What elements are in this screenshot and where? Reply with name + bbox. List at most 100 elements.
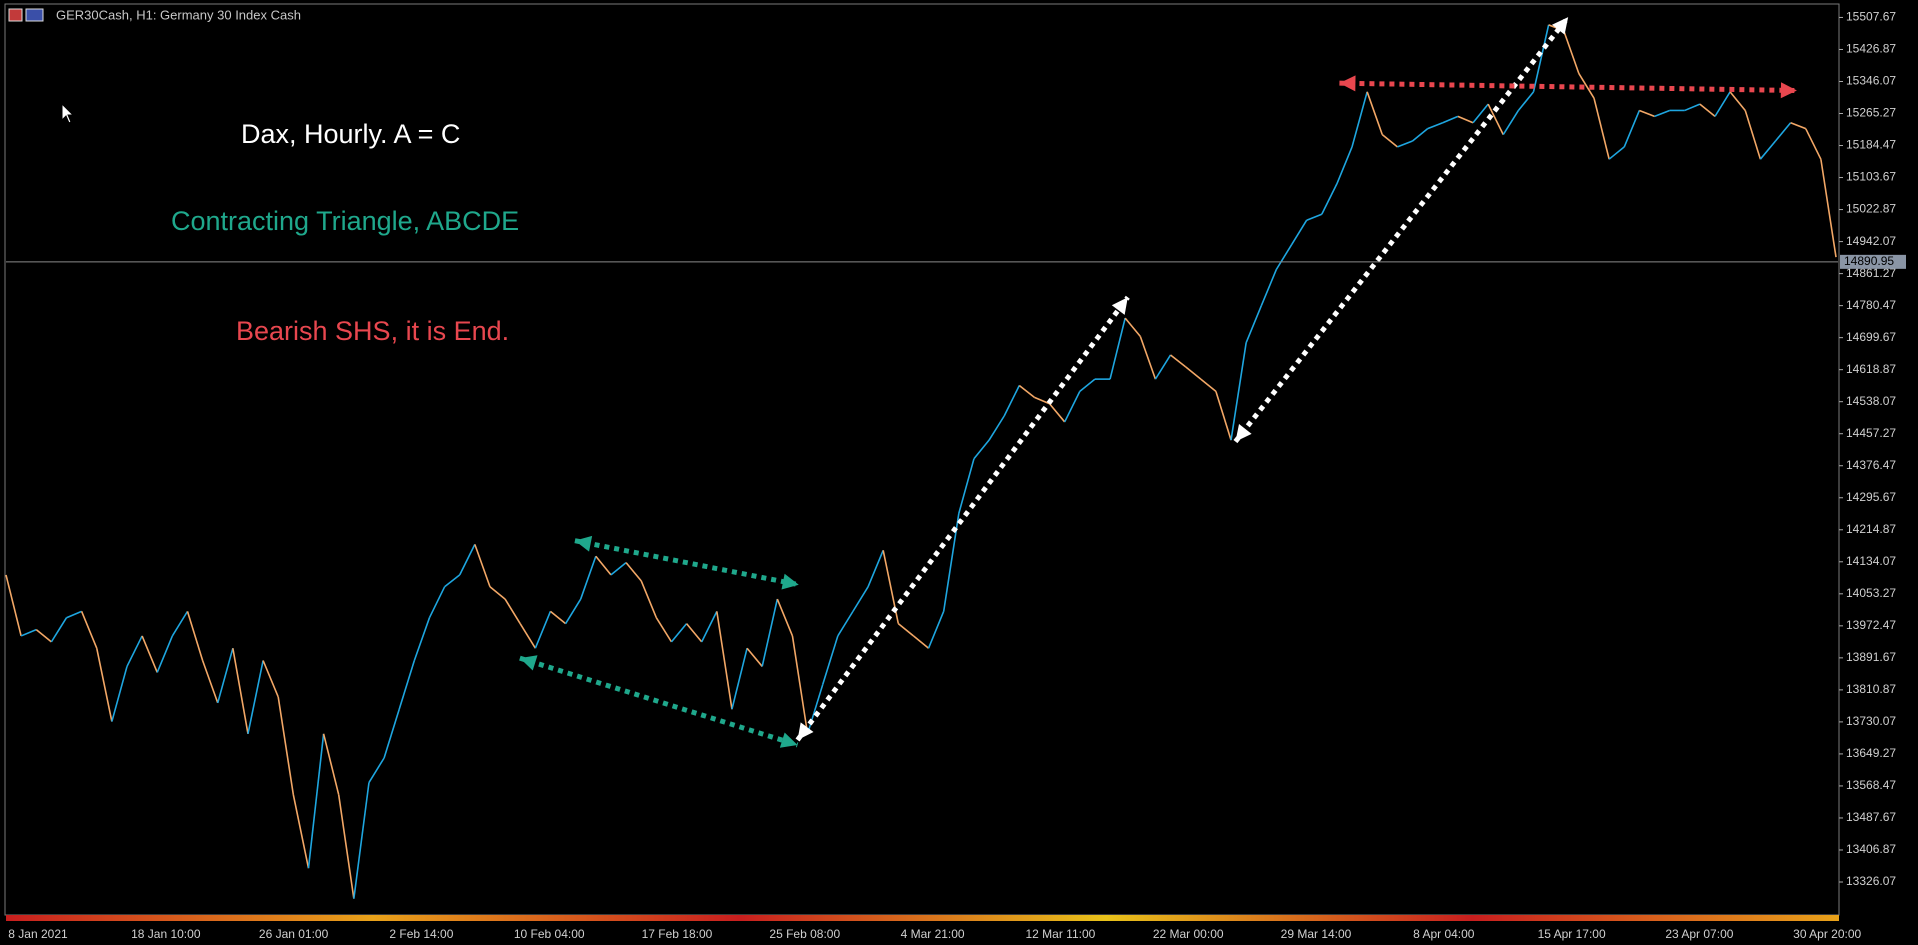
arrow-head — [1235, 424, 1252, 442]
price-segment — [444, 574, 461, 588]
app-icon — [25, 8, 44, 22]
price-segment — [1170, 354, 1187, 368]
x-tick-label: 2 Feb 14:00 — [389, 927, 453, 941]
price-segment — [1759, 140, 1777, 160]
price-segment — [111, 666, 128, 722]
price-segment — [1366, 91, 1384, 135]
price-segment — [1654, 109, 1670, 118]
annotation: Bearish SHS, it is End. — [236, 316, 509, 346]
price-segment — [731, 648, 748, 710]
price-segment — [20, 628, 37, 637]
app-icon — [8, 8, 23, 22]
price-segment — [35, 628, 52, 643]
price-segment — [1608, 146, 1625, 160]
price-segment — [1034, 396, 1050, 405]
price-segment — [1623, 110, 1641, 148]
arrow-head — [1551, 17, 1569, 35]
price-segment — [791, 635, 809, 734]
arrow-head — [1780, 82, 1797, 99]
price-segment — [746, 647, 763, 667]
price-segment — [216, 648, 234, 704]
x-tick-label: 30 Apr 20:00 — [1793, 927, 1861, 941]
price-segment — [5, 574, 22, 637]
price-segment — [1684, 103, 1701, 112]
price-segment — [1124, 317, 1141, 337]
price-segment — [1487, 103, 1504, 135]
price-segment — [1018, 384, 1035, 398]
price-segment — [973, 439, 990, 460]
price-segment — [534, 611, 552, 649]
arrow-head — [1111, 297, 1128, 315]
arrow-head — [779, 732, 798, 748]
price-segment — [1578, 73, 1595, 99]
y-tick-label: 15346.07 — [1846, 74, 1896, 88]
price-segment — [1593, 97, 1610, 160]
price-segment — [1790, 121, 1807, 130]
y-tick-label: 13487.67 — [1846, 810, 1896, 824]
price-segment — [776, 598, 794, 637]
arrow-head — [574, 535, 593, 552]
y-tick-label: 15184.47 — [1846, 138, 1896, 152]
price-segment — [897, 623, 914, 637]
y-tick-label: 13730.07 — [1846, 714, 1896, 728]
price-segment — [1003, 385, 1021, 417]
price-segment — [716, 611, 733, 710]
price-segment — [1457, 115, 1474, 124]
y-tick-label: 14618.87 — [1846, 362, 1896, 376]
y-tick-label: 13972.47 — [1846, 618, 1896, 632]
price-segment — [1774, 122, 1792, 142]
price-segment — [413, 617, 431, 661]
y-tick-label: 15426.87 — [1846, 42, 1896, 56]
arrow-head — [797, 722, 814, 741]
x-tick-label: 12 Mar 11:00 — [1025, 927, 1095, 941]
price-segment — [640, 580, 658, 619]
price-segment — [806, 684, 824, 735]
price-segment — [1805, 128, 1822, 160]
x-tick-label: 26 Jan 01:00 — [259, 927, 329, 941]
price-segment — [1079, 378, 1096, 393]
y-tick-label: 14942.07 — [1846, 234, 1896, 248]
price-segment — [852, 586, 869, 612]
price-segment — [262, 660, 279, 698]
price-segment — [95, 648, 113, 722]
price-segment — [398, 660, 416, 710]
price-segment — [459, 544, 476, 576]
x-tick-label: 18 Jan 10:00 — [131, 927, 201, 941]
y-tick-label: 14457.27 — [1846, 426, 1896, 440]
y-tick-label: 14538.07 — [1846, 394, 1896, 408]
y-tick-label: 13406.87 — [1846, 842, 1896, 856]
price-segment — [1744, 110, 1762, 160]
price-segment — [1517, 91, 1535, 111]
x-tick-label: 15 Apr 17:00 — [1538, 927, 1606, 941]
price-segment — [610, 561, 627, 576]
price-segment — [489, 586, 506, 600]
y-tick-label: 14214.87 — [1846, 522, 1896, 536]
price-segment — [912, 635, 930, 649]
price-segment — [50, 617, 68, 643]
price-segment — [126, 635, 143, 667]
annotation: Dax, Hourly. A = C — [241, 119, 460, 149]
y-tick-label: 13568.47 — [1846, 778, 1896, 792]
price-segment — [1245, 305, 1263, 343]
trend-arrow — [795, 295, 1130, 742]
price-segment — [1109, 317, 1126, 380]
price-segment — [761, 598, 779, 667]
y-tick-label: 14376.47 — [1846, 458, 1896, 472]
price-segment — [1063, 391, 1081, 423]
x-tick-label: 23 Apr 07:00 — [1665, 927, 1733, 941]
plot-frame — [4, 3, 1840, 916]
price-segment — [700, 611, 718, 643]
price-segment — [1397, 140, 1413, 148]
arrow-head — [519, 655, 538, 671]
volume-strip — [6, 915, 1839, 921]
price-segment — [579, 556, 597, 600]
price-segment — [201, 660, 219, 704]
price-segment — [247, 660, 264, 734]
chart-header: GER30Cash, H1: Germany 30 Index Cash — [56, 7, 301, 22]
price-segment — [837, 610, 854, 637]
current-price-box — [1840, 254, 1906, 269]
price-segment — [337, 794, 355, 899]
y-tick-label: 14134.07 — [1846, 554, 1896, 568]
